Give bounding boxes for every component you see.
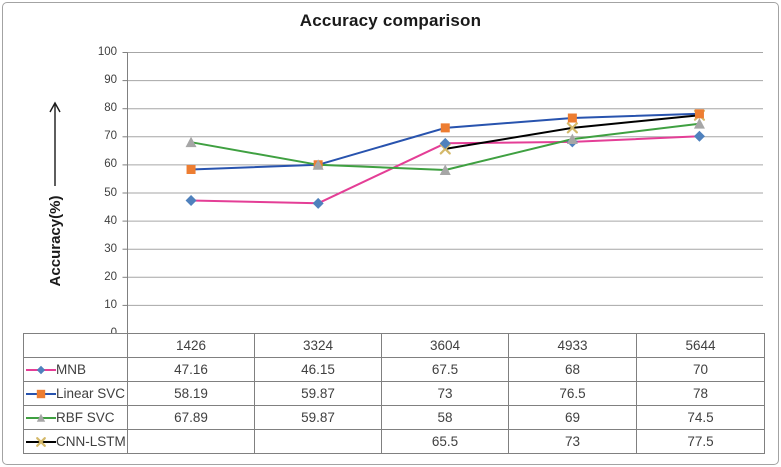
y-tick-label: 90 xyxy=(104,74,117,87)
value-cell: 65.5 xyxy=(381,429,509,454)
diamond-marker xyxy=(185,194,197,206)
diamond-marker xyxy=(439,137,451,149)
y-tick-label: 10 xyxy=(104,298,117,311)
y-tick-label: 70 xyxy=(104,130,117,143)
triangle-marker xyxy=(36,413,46,422)
legend-label: RBF SVC xyxy=(56,410,115,425)
x-marker xyxy=(36,436,46,447)
value-cell: 76.5 xyxy=(508,381,637,406)
value-cell: 74.5 xyxy=(636,405,765,430)
value-cell: 68 xyxy=(508,357,637,382)
up-arrow-icon xyxy=(49,101,61,186)
legend-cell-linear-svc: Linear SVC xyxy=(23,381,128,406)
legend-key-icon-linear-svc xyxy=(26,389,56,398)
category-header-cell: 3604 xyxy=(381,333,509,358)
category-header-cell: 4933 xyxy=(508,333,637,358)
y-tick-label: 80 xyxy=(104,102,117,115)
square-marker xyxy=(567,113,577,123)
value-cell: 59.87 xyxy=(254,381,382,406)
legend-label: Linear SVC xyxy=(56,386,126,401)
value-cell: 78 xyxy=(636,381,765,406)
plot-svg xyxy=(122,52,763,334)
y-tick-label: 20 xyxy=(104,270,117,283)
table-row-linear-svc: Linear SVC 58.19 59.87 73 76.5 78 xyxy=(23,381,765,406)
square-marker xyxy=(440,123,450,133)
legend-key-icon-mnb xyxy=(26,365,56,374)
triangle-marker xyxy=(312,159,324,170)
category-header-cell: 1426 xyxy=(127,333,255,358)
y-tick-label: 100 xyxy=(97,46,117,58)
value-cell xyxy=(254,429,382,454)
category-header-cell: 3324 xyxy=(254,333,382,358)
table-row-mnb: MNB 47.16 46.15 67.5 68 70 xyxy=(23,357,765,382)
value-cell: 59.87 xyxy=(254,405,382,430)
x-marker xyxy=(439,143,451,155)
y-tick-label: 50 xyxy=(104,186,117,199)
legend-label: MNB xyxy=(56,362,86,377)
legend-label: CNN-LSTM xyxy=(56,434,126,449)
table-row-rbf-svc: RBF SVC 67.89 59.87 58 69 74.5 xyxy=(23,405,765,430)
value-cell xyxy=(127,429,255,454)
y-axis-label: Accuracy(%) xyxy=(46,195,64,287)
y-axis-label-group: Accuracy(%) xyxy=(42,62,68,322)
diamond-marker xyxy=(312,197,324,209)
value-cell: 47.16 xyxy=(127,357,255,382)
triangle-marker xyxy=(693,118,705,129)
data-table: 1426 3324 3604 4933 5644 MNB 47.16 46.15 67.5 68 7… xyxy=(23,333,765,454)
legend-cell-rbf-svc: RBF SVC xyxy=(23,405,128,430)
square-marker xyxy=(694,109,704,119)
value-cell: 58 xyxy=(381,405,509,430)
legend-cell-mnb: MNB xyxy=(23,357,128,382)
chart-title: Accuracy comparison xyxy=(299,11,482,30)
value-cell: 69 xyxy=(508,405,637,430)
plot-area xyxy=(120,52,764,335)
value-cell: 58.19 xyxy=(127,381,255,406)
legend-key-icon-rbf-svc xyxy=(26,413,56,422)
diamond-marker xyxy=(693,130,705,142)
data-table-body: 1426 3324 3604 4933 5644 MNB 47.16 46.15 67.5 68 7… xyxy=(23,333,765,454)
value-cell: 67.89 xyxy=(127,405,255,430)
y-tick-label: 40 xyxy=(104,214,117,227)
category-header-cell: 5644 xyxy=(636,333,765,358)
value-cell: 73 xyxy=(508,429,637,454)
triangle-marker xyxy=(439,164,451,175)
value-cell: 77.5 xyxy=(636,429,765,454)
y-tick-label: 30 xyxy=(104,242,117,255)
diamond-marker xyxy=(36,365,46,374)
triangle-marker xyxy=(566,133,578,145)
legend-cell-cnn-lstm: CNN-LSTM xyxy=(23,429,128,454)
y-tick-label: 60 xyxy=(104,158,117,171)
value-cell: 46.15 xyxy=(254,357,382,382)
table-row-cnn-lstm: CNN-LSTM 65.5 73 77.5 xyxy=(23,429,765,454)
table-header-row: 1426 3324 3604 4933 5644 xyxy=(23,333,765,358)
value-cell: 67.5 xyxy=(381,357,509,382)
x-marker xyxy=(566,122,578,134)
square-marker xyxy=(36,389,46,398)
legend-key-icon-cnn-lstm xyxy=(26,436,56,447)
table-corner-cell xyxy=(23,333,128,358)
value-cell: 73 xyxy=(381,381,509,406)
square-marker xyxy=(186,164,196,174)
triangle-marker xyxy=(185,136,197,148)
value-cell: 70 xyxy=(636,357,765,382)
